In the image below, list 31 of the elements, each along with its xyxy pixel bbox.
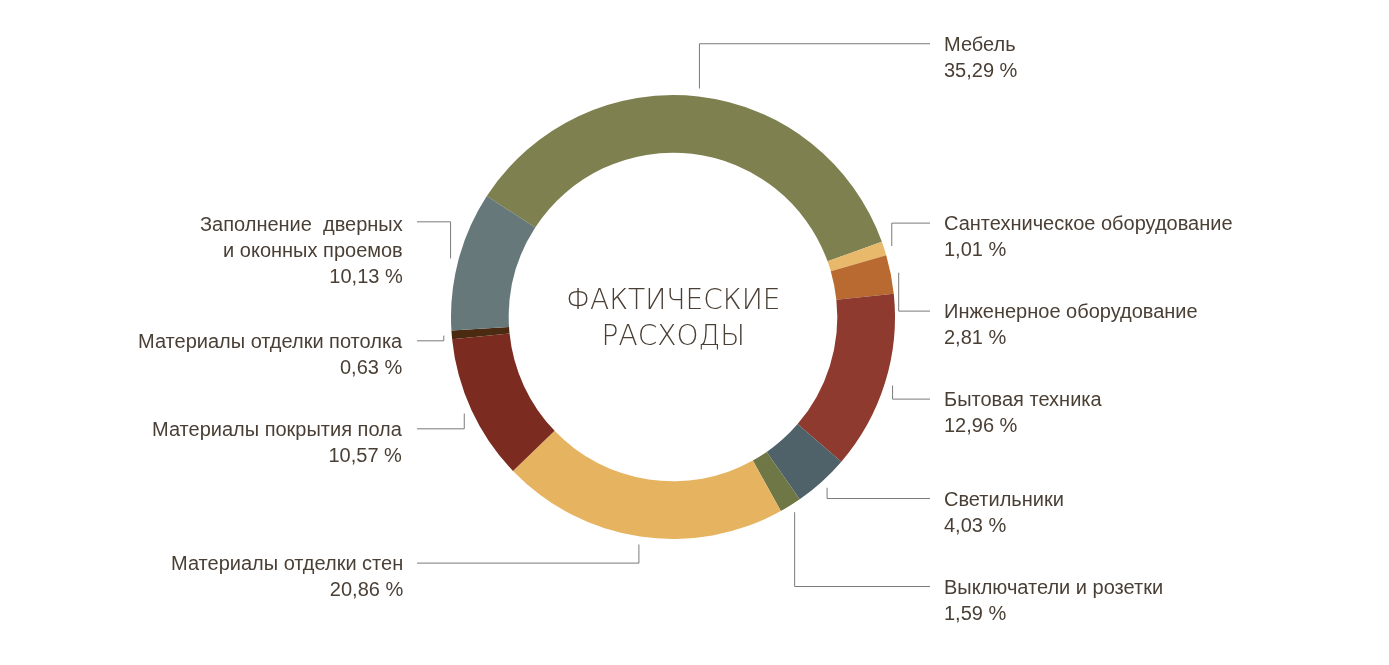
donut-slice	[766, 424, 842, 500]
donut-slice	[830, 255, 894, 300]
data-label: 2,81 %	[944, 326, 1007, 348]
donut-slice	[451, 196, 536, 331]
slice-label: Светильники	[944, 488, 1064, 510]
data-label: 1,59 %	[944, 602, 1007, 624]
slice-label: Инженерное оборудование	[944, 300, 1198, 322]
data-label: 12,96 %	[944, 414, 1018, 436]
data-label: 35,29 %	[944, 59, 1018, 81]
data-label: 10,13 %	[329, 265, 403, 287]
slice-label: Материалы отделки потолка	[138, 330, 404, 352]
data-label: 1,01 %	[944, 238, 1007, 260]
donut-slice	[752, 451, 800, 512]
slice-label: Материалы покрытия пола	[152, 418, 403, 440]
donut-slice	[827, 241, 887, 272]
donut-slice	[486, 95, 882, 262]
data-label: 20,86 %	[329, 578, 404, 600]
text: ФАКТИЧЕСКИЕ РАСХОДЫ	[566, 283, 781, 353]
donut-slice	[512, 430, 781, 539]
slice-label: Заполнение дверных и оконных проемов	[200, 213, 403, 261]
slice-label: Сантехническое оборудование	[944, 212, 1233, 234]
data-label: 0,63 %	[339, 356, 403, 378]
data-label: 10,57 %	[328, 444, 403, 466]
donut-slice	[452, 333, 555, 471]
data-label: 4,03 %	[944, 514, 1007, 536]
slice-label: Бытовая техника	[944, 388, 1103, 410]
slice-label: Выключатели и розетки	[944, 576, 1164, 598]
donut-slice	[451, 327, 510, 340]
slice-label: Мебель	[944, 33, 1016, 55]
slice-label: Материалы отделки стен	[171, 552, 404, 574]
donut-slice	[797, 293, 895, 462]
